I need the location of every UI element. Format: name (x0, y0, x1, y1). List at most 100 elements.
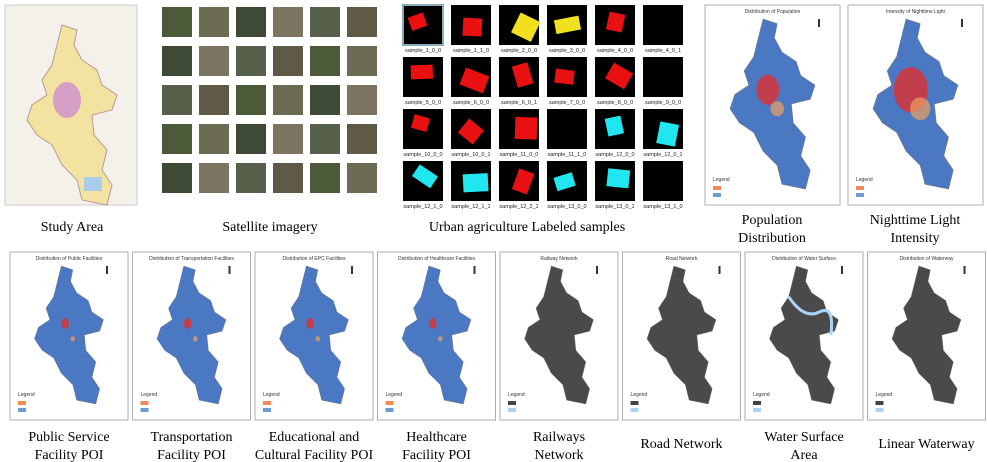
satellite-tile (162, 46, 192, 76)
legend-title: Legend (753, 392, 770, 398)
legend-swatch (631, 401, 639, 405)
sample-label: sample_12_1_1 (451, 204, 490, 210)
satellite-tile (347, 124, 377, 154)
sample-label: sample_10_0_0 (403, 152, 442, 158)
sample-label: sample_11_0_0 (500, 152, 539, 158)
north-arrow (229, 266, 231, 274)
satellite-tile (236, 85, 266, 115)
sample-label: sample_6_0_0 (453, 100, 489, 106)
legend-title: Legend (631, 392, 648, 398)
caption: Transportation (151, 430, 233, 445)
legend-swatch (263, 408, 271, 412)
sample-label: sample_8_0_0 (597, 100, 633, 106)
legend-swatch (713, 186, 721, 190)
legend-swatch (753, 408, 761, 412)
caption: Railways (533, 430, 585, 445)
caption: Network (535, 448, 584, 462)
legend-swatch (876, 401, 884, 405)
map-title: Distribution of Waterway (900, 256, 954, 262)
urban-core (53, 82, 81, 118)
caption: Road Network (640, 437, 722, 452)
north-arrow (351, 266, 353, 274)
sample-label: sample_12_1_0 (403, 204, 442, 210)
caption: Cultural Facility POI (255, 448, 374, 462)
legend-swatch (263, 401, 271, 405)
satellite-tile (310, 46, 340, 76)
sample-label: sample_9_0_0 (645, 100, 681, 106)
caption: Area (790, 448, 818, 462)
satellite-tile (347, 85, 377, 115)
sample-label: sample_11_1_0 (548, 152, 587, 158)
north-arrow (474, 266, 476, 274)
sample-shape (462, 18, 482, 37)
caption: Distribution (738, 231, 806, 246)
legend-swatch (753, 401, 761, 405)
satellite-tile (236, 7, 266, 37)
legend-swatch (18, 401, 26, 405)
legend-title: Legend (713, 177, 730, 183)
satellite-tile (199, 124, 229, 154)
legend-swatch (141, 408, 149, 412)
figure: Study AreaSatellite imagerysample_1_0_0s… (0, 0, 987, 462)
north-arrow (596, 266, 598, 274)
satellite-tile (347, 46, 377, 76)
sample-label: sample_13_0_0 (547, 204, 586, 210)
map-title: Distribution of Transportation Facilitie… (149, 256, 234, 262)
satellite-tile (236, 46, 266, 76)
satellite-tile (236, 124, 266, 154)
satellite-tile (162, 163, 192, 193)
map-title: Intensity of Nighttime Light (886, 9, 946, 15)
legend-swatch (386, 408, 394, 412)
sample-shape (463, 173, 489, 192)
map-title: Distribution of EPC Facilities (282, 256, 346, 262)
sample-label: sample_3_0_0 (549, 48, 585, 54)
legend-swatch (856, 186, 864, 190)
sample-label: sample_6_0_1 (501, 100, 537, 106)
hotspot (770, 101, 784, 116)
sample-tile (643, 57, 683, 97)
caption: Nighttime Light (870, 213, 961, 228)
legend-swatch (876, 408, 884, 412)
legend-swatch (508, 408, 516, 412)
map-title: Distribution of Public Facilities (36, 256, 103, 262)
hotspot (61, 318, 69, 329)
satellite-tile (347, 7, 377, 37)
caption: Educational and (269, 430, 360, 445)
satellite-tile (273, 7, 303, 37)
map-title: Distribution of Healthcare Facilities (398, 256, 475, 262)
hotspot (316, 336, 321, 341)
sample-label: sample_12_0_0 (595, 152, 634, 158)
legend-title: Legend (386, 392, 403, 398)
satellite-tile (162, 85, 192, 115)
sample-label: sample_2_0_0 (501, 48, 537, 54)
sample-label: sample_5_0_0 (405, 100, 441, 106)
sample-shape (554, 69, 575, 85)
satellite-tile (236, 163, 266, 193)
caption: Study Area (41, 220, 104, 235)
north-arrow (818, 19, 820, 27)
sample-label: sample_13_1_0 (643, 204, 682, 210)
north-arrow (719, 266, 721, 274)
caption: Urban agriculture Labeled samples (429, 220, 625, 235)
hotspot (184, 318, 192, 329)
north-arrow (964, 266, 966, 274)
legend-title: Legend (508, 392, 525, 398)
hotspot (71, 336, 76, 341)
caption: Water Surface (764, 430, 843, 445)
legend-swatch (508, 401, 516, 405)
satellite-tile (199, 46, 229, 76)
satellite-tile (310, 124, 340, 154)
map-title: Distribution of Population (745, 9, 801, 15)
sample-shape (606, 168, 630, 188)
caption: Intensity (891, 231, 940, 246)
hotspot (193, 336, 198, 341)
lake (84, 177, 102, 191)
satellite-tile (347, 163, 377, 193)
caption: Population (742, 213, 803, 228)
sample-shape (515, 117, 538, 140)
satellite-tile (162, 124, 192, 154)
north-arrow (961, 19, 963, 27)
caption: Facility POI (157, 448, 226, 462)
legend-swatch (713, 193, 721, 197)
sample-label: sample_10_0_1 (451, 152, 490, 158)
